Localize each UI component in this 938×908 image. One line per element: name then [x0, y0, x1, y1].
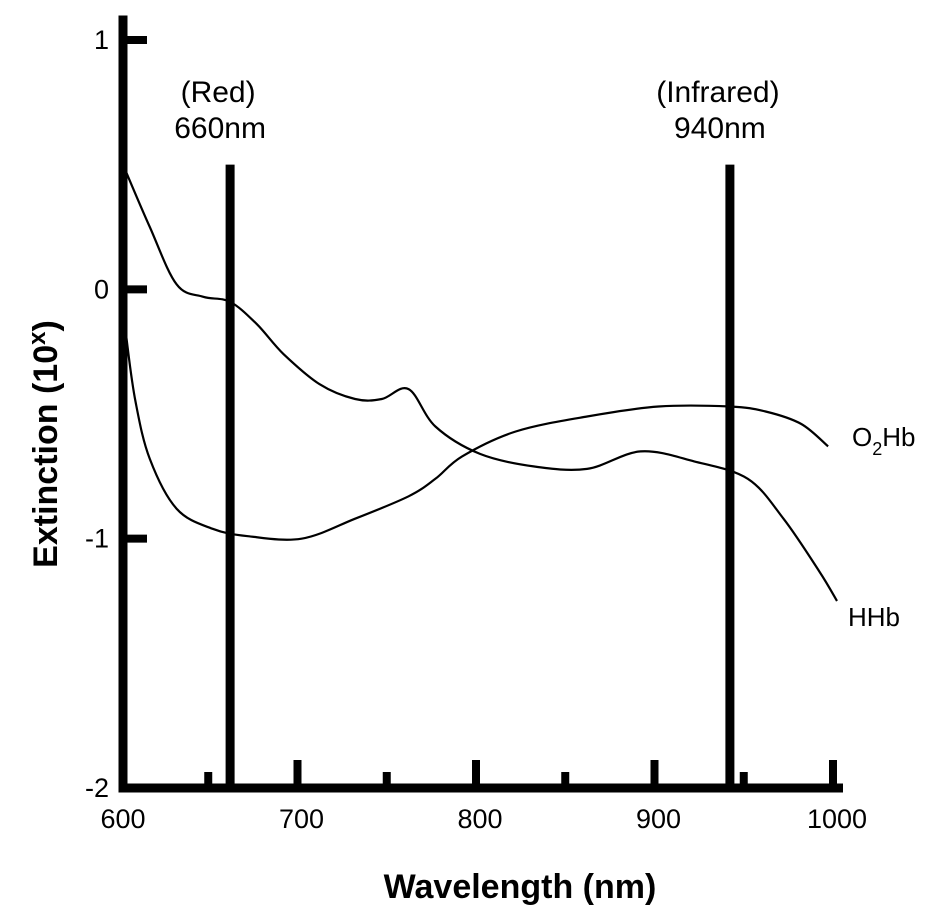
x-tick-label: 600	[100, 804, 145, 834]
series-label-hhb: HHb	[848, 602, 900, 632]
marker-wavelength-660: 660nm	[174, 112, 266, 145]
series-label-o2hb: O2Hb	[852, 422, 916, 459]
y-axis-title: Extinction (10x)	[24, 320, 65, 568]
series-line-o2hb	[121, 164, 838, 602]
series-line-hhb	[121, 301, 829, 541]
curves	[121, 164, 838, 602]
chart-labels: Wavelength (nm) Extinction (10x) O2Hb HHb	[24, 320, 916, 906]
x-tick-label: 800	[457, 804, 502, 834]
x-tick-label: 700	[279, 804, 324, 834]
x-tick-label: 1000	[807, 804, 867, 834]
marker-wavelength-940: 940nm	[674, 112, 766, 145]
y-tick-label: 1	[94, 25, 109, 55]
marker-label-660: (Red)	[181, 76, 256, 109]
y-tick-label: -2	[85, 773, 109, 803]
y-tick-label: -1	[85, 524, 109, 554]
y-tick-label: 0	[94, 274, 109, 304]
marker-label-940: (Infrared)	[656, 76, 779, 109]
wavelength-markers: (Red)660nm (Infrared)940nm	[174, 76, 780, 788]
x-axis-title: Wavelength (nm)	[384, 868, 657, 906]
x-tick-label: 900	[636, 804, 681, 834]
